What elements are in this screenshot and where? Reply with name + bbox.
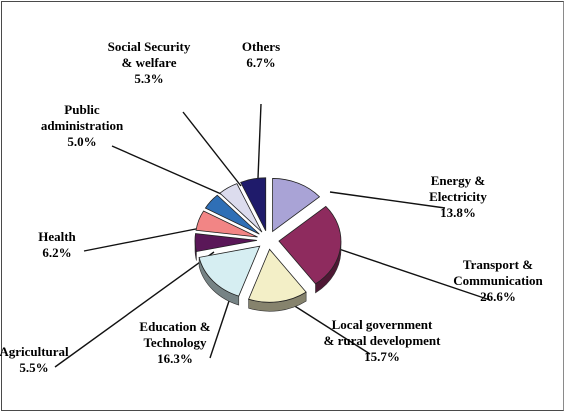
slice-label-name-line: & welfare — [122, 55, 177, 70]
slice-label-name-line: Public — [64, 102, 100, 117]
pie-slice-education-technology — [198, 245, 261, 297]
pie-slice-public-administration — [204, 194, 260, 235]
slice-label-name-line: Education & — [139, 319, 210, 334]
slice-label-social-security-welfare: Social Security & welfare 5.3% — [108, 39, 191, 86]
pie-top-layer — [194, 177, 342, 303]
pie-slice-local-government-rural-development — [248, 248, 307, 303]
slice-label-name-line: Local government — [332, 317, 433, 332]
slice-label-value: 26.6% — [480, 289, 516, 304]
pie-slice-energy-electricity — [272, 178, 321, 233]
leader-line-local-government-rural-development — [289, 302, 371, 355]
pie-slice-transport-communication — [278, 205, 342, 285]
slice-label-value: 16.3% — [157, 351, 193, 366]
leader-line-agricultural — [54, 251, 215, 368]
leader-line-education-technology — [209, 291, 233, 359]
pie-slice-agricultural — [194, 233, 258, 253]
slice-label-name-line: Energy & — [431, 173, 486, 188]
slice-label-education-technology: Education & Technology 16.3% — [139, 319, 210, 366]
pie-slice-others — [240, 177, 267, 231]
slice-label-name-line: Social Security — [108, 39, 191, 54]
leader-line-social-security-welfare — [182, 111, 242, 187]
slice-label-value: 6.2% — [42, 245, 71, 260]
slice-label-value: 6.7% — [246, 55, 275, 70]
leader-line-others — [257, 103, 262, 179]
slice-label-name-line: Transport & — [463, 257, 533, 272]
leader-lines — [54, 103, 491, 368]
slice-label-value: 15.7% — [364, 349, 400, 364]
slice-label-public-administration: Public administration 5.0% — [41, 102, 124, 149]
slice-label-name-line: & rural development — [324, 333, 442, 348]
leader-line-transport-communication — [329, 245, 491, 301]
leader-line-energy-electricity — [329, 191, 446, 209]
slice-label-name-line: administration — [41, 118, 124, 133]
slice-label-agricultural: Agricultural 5.5% — [0, 344, 69, 375]
leader-line-public-administration — [111, 145, 229, 198]
slice-label-value: 5.0% — [67, 134, 96, 149]
slice-labels: Energy & Electricity 13.8% Transport & Commu… — [0, 39, 544, 375]
slice-label-name-line: Health — [38, 229, 76, 244]
slice-label-energy-electricity: Energy & Electricity 13.8% — [429, 173, 487, 220]
slice-label-value: 5.3% — [134, 71, 163, 86]
pie-slice-health — [195, 210, 258, 238]
pie-slice-social-security-welfare — [219, 183, 263, 233]
slice-label-name-line: Agricultural — [0, 344, 69, 359]
slice-label-transport-communication: Transport & Communication 26.6% — [453, 257, 543, 304]
slice-label-others: Others 6.7% — [242, 39, 280, 70]
slice-label-local-government-rural-development: Local government & rural development 15.7% — [324, 317, 442, 364]
slice-label-value: 5.5% — [19, 360, 48, 375]
slice-label-name-line: Technology — [143, 335, 207, 350]
slice-label-name-line: Electricity — [429, 189, 487, 204]
leader-line-health — [83, 224, 217, 252]
slice-label-name-line: Communication — [453, 273, 543, 288]
slice-label-value: 13.8% — [440, 205, 476, 220]
slice-label-health: Health 6.2% — [38, 229, 76, 260]
slice-label-name-line: Others — [242, 39, 280, 54]
